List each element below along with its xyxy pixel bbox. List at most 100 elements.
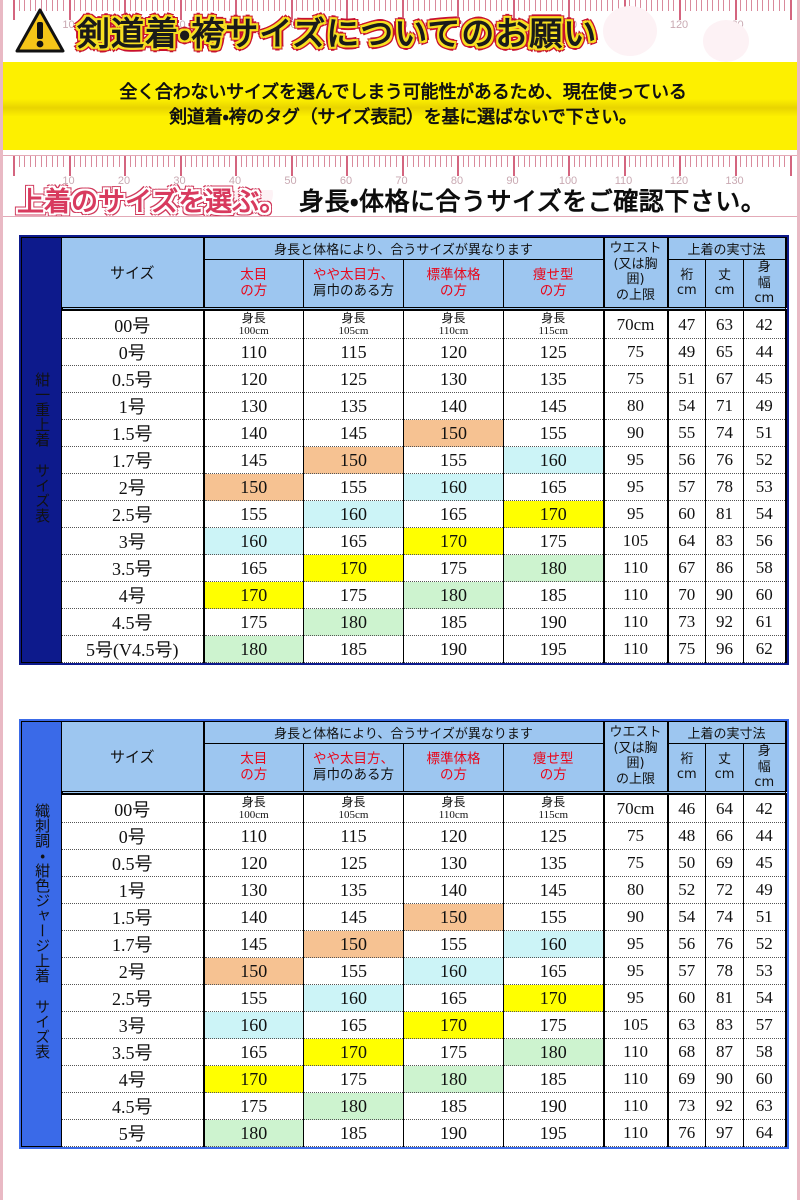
header-col-fat: 太目 の方 bbox=[202, 743, 304, 792]
row-value-standard: 190 bbox=[403, 1119, 504, 1148]
table-row: 2号 150 155 160 165 95 57 78 53 bbox=[22, 473, 787, 502]
ruler-tick bbox=[673, 156, 675, 167]
sidebar-text-bottom: サイズ表 bbox=[33, 999, 52, 1060]
row-meas-take: 76 bbox=[705, 930, 745, 959]
ruler-tick bbox=[518, 0, 519, 11]
ruler-tick bbox=[684, 156, 686, 167]
ruler-tick bbox=[395, 156, 397, 167]
row-value-standard: 身長 110cm bbox=[403, 793, 504, 824]
row-value-fat: 110 bbox=[202, 338, 304, 367]
ruler-tick bbox=[556, 156, 558, 167]
ruler-tick bbox=[318, 156, 320, 167]
ruler-tick bbox=[556, 0, 558, 11]
ruler-tick bbox=[257, 156, 259, 167]
row-meas-take: 66 bbox=[705, 822, 745, 851]
row-value-slim: 180 bbox=[502, 1038, 605, 1067]
ruler-tick bbox=[290, 0, 293, 20]
ruler-tick bbox=[24, 156, 26, 167]
row-value-fat: 165 bbox=[202, 1038, 304, 1067]
ruler-tick bbox=[201, 156, 203, 167]
row-meas-take: 67 bbox=[705, 365, 745, 394]
ruler-tick bbox=[667, 0, 669, 11]
row-meas-yuki: 50 bbox=[666, 849, 707, 878]
ruler-tick bbox=[85, 156, 87, 167]
row-meas-yuki: 47 bbox=[666, 309, 707, 340]
ruler-tick bbox=[523, 0, 525, 11]
ruler-tick bbox=[296, 0, 298, 11]
ruler-tick bbox=[29, 156, 31, 167]
ruler-tick bbox=[545, 0, 547, 11]
row-size-label: 0号 bbox=[61, 338, 204, 367]
row-value-slim: 160 bbox=[502, 446, 605, 475]
row-meas-take: 97 bbox=[705, 1119, 745, 1148]
row-size-label: 1.5号 bbox=[61, 419, 204, 448]
ruler-tick bbox=[451, 0, 453, 11]
row-meas-take: 83 bbox=[705, 1011, 745, 1040]
row-value-fat: 130 bbox=[202, 876, 304, 905]
row-meas-yuki: 69 bbox=[666, 1065, 707, 1094]
ruler-tick bbox=[46, 0, 48, 11]
row-value-standard: 140 bbox=[403, 876, 504, 905]
ruler-tick bbox=[645, 156, 647, 167]
ruler-tick bbox=[74, 0, 75, 11]
ruler-tick bbox=[445, 0, 447, 11]
ruler-tick bbox=[606, 0, 608, 11]
ruler-tick bbox=[651, 0, 653, 11]
row-meas-take: 78 bbox=[705, 957, 745, 986]
section-header-banner: 10 20 30 40 50 60 70 80 90 100 110 120 130 上着のサイズを選ぶ… bbox=[3, 155, 797, 217]
ruler-tick bbox=[13, 0, 15, 20]
ruler-label: 70 bbox=[395, 19, 408, 31]
row-waist-limit: 70cm bbox=[602, 793, 669, 824]
ruler-tick bbox=[778, 0, 780, 11]
table-row: 4号 170 175 180 185 110 69 90 60 bbox=[22, 1065, 787, 1094]
ruler-tick bbox=[684, 0, 686, 11]
ruler-tick bbox=[307, 0, 309, 11]
ruler-tick bbox=[534, 156, 536, 167]
ruler-tick bbox=[229, 156, 231, 167]
row-size-label: 00号 bbox=[61, 309, 204, 340]
ruler-tick bbox=[706, 156, 708, 167]
row-meas-take: 83 bbox=[705, 527, 745, 556]
ruler-tick bbox=[640, 156, 642, 167]
ruler-tick bbox=[351, 156, 353, 167]
ruler-tick bbox=[251, 0, 253, 11]
ruler-tick bbox=[201, 0, 203, 11]
row-meas-take: 76 bbox=[705, 446, 745, 475]
row-waist-limit: 70cm bbox=[602, 309, 669, 340]
ruler-tick bbox=[124, 0, 126, 20]
page-header-banner: 剣道着・袴サイズについてのお願い bbox=[3, 0, 797, 62]
ruler-tick bbox=[551, 156, 553, 167]
ruler-tick bbox=[479, 0, 481, 11]
row-size-label: 4号 bbox=[61, 581, 204, 610]
header-edge-bar bbox=[60, 790, 787, 796]
ruler-label: 30 bbox=[173, 19, 186, 31]
ruler-tick bbox=[712, 0, 714, 11]
ruler-tick bbox=[407, 0, 409, 11]
kon-hitoe-size-table-wrapper: 紺一重上着サイズ表 サイズ 身長と体格により、合うサイズが異なります ウエスト (又は胸… bbox=[19, 234, 789, 666]
row-waist-limit: 110 bbox=[602, 608, 669, 637]
orisashi-jersey-size-table: 織刺調・紺色ジャージ上着サイズ表 サイズ 身長と体格により、合うサイズが異なりますウ… bbox=[19, 718, 789, 1150]
row-size-label: 3.5号 bbox=[61, 1038, 204, 1067]
ruler-tick bbox=[523, 156, 525, 167]
ruler-tick bbox=[346, 156, 348, 176]
row-size-label: 3号 bbox=[61, 1011, 204, 1040]
ruler-tick bbox=[157, 0, 159, 11]
notice-line-2: 剣道着・袴のタグ（サイズ表記）を基に選ばないで下さい。 bbox=[169, 107, 637, 128]
row-value-semifat: 185 bbox=[303, 1119, 404, 1148]
ruler-tick bbox=[79, 156, 81, 167]
header-col-slim: 痩せ型 の方 bbox=[502, 743, 605, 792]
ruler-tick bbox=[357, 0, 359, 11]
row-meas-yuki: 48 bbox=[666, 822, 707, 851]
ruler-tick bbox=[728, 156, 730, 167]
ruler-tick bbox=[329, 156, 331, 167]
row-value-semifat: 145 bbox=[303, 903, 404, 932]
row-size-label: 2号 bbox=[61, 957, 204, 986]
ruler-tick bbox=[512, 0, 515, 20]
header-col-fat: 太目 の方 bbox=[202, 259, 304, 308]
row-meas-yuki: 76 bbox=[666, 1119, 707, 1148]
ruler-tick bbox=[18, 156, 20, 167]
ruler-tick bbox=[479, 156, 481, 167]
row-value-slim: 155 bbox=[502, 903, 605, 932]
table-row: 0号 110 115 120 125 75 49 65 44 bbox=[22, 338, 787, 367]
